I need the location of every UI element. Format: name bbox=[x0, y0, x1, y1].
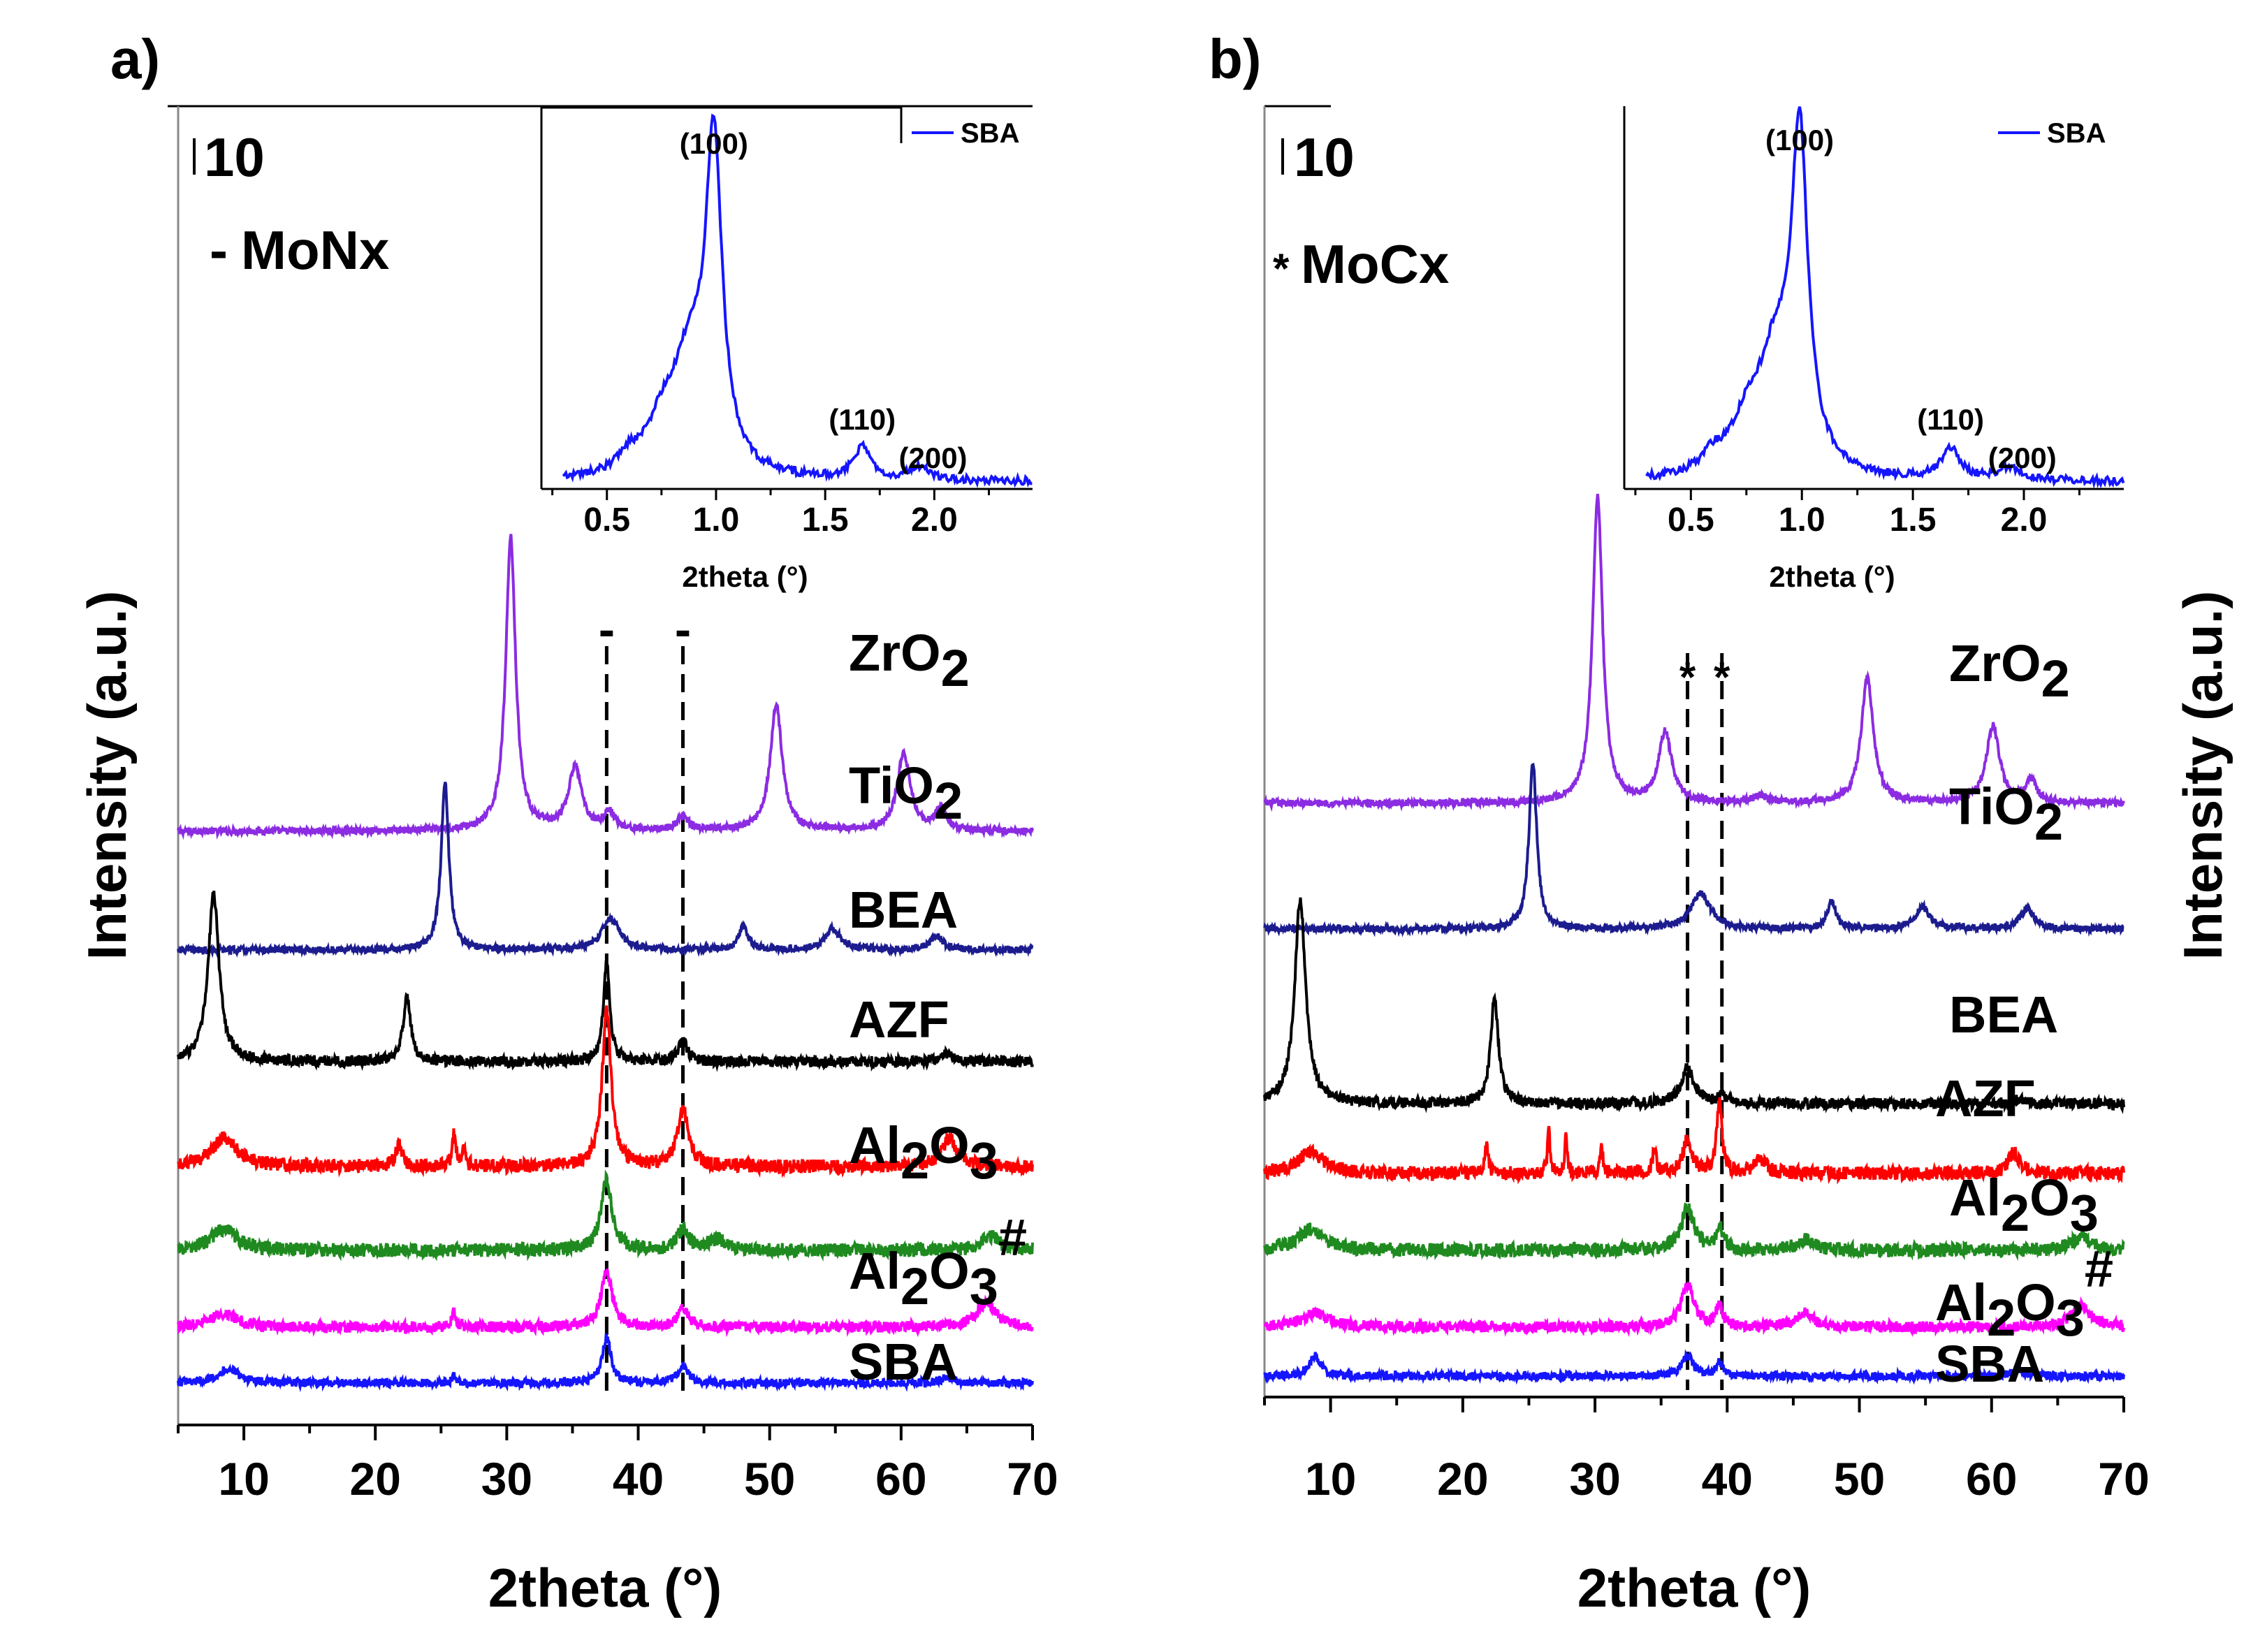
x-tick-label: 50 bbox=[1834, 1453, 1885, 1505]
reference-marker: * bbox=[1714, 654, 1730, 701]
panel-b: b) 10 20 30 40 50 60 70 2theta (°) Intensity (… bbox=[1209, 28, 2233, 1618]
panel-b-inset: SBA 0.5 1.0 1.5 2.0 2theta (°) (100) (110)(200) bbox=[1623, 106, 2125, 593]
inset-peak-annotation: (200) bbox=[1988, 441, 2057, 474]
panel-b-reference-lines: * * bbox=[1679, 653, 1730, 1390]
series-line-sba bbox=[1263, 1349, 2125, 1385]
x-tick-label: 50 bbox=[744, 1453, 795, 1505]
panel-a-inset: SBA 0.5 1.0 1.5 2.0 2theta (°) (100) (110)(200) bbox=[540, 106, 1033, 593]
x-tick-label: 40 bbox=[613, 1453, 664, 1505]
reference-marker: - bbox=[599, 602, 615, 657]
series-label-tio2: TiO2 bbox=[849, 756, 963, 830]
series-line-bea bbox=[1263, 897, 2125, 1114]
reference-marker: * bbox=[1679, 654, 1696, 701]
series-line-tio2 bbox=[1263, 763, 2124, 937]
series-label-al2o3-hash: Al2O3# bbox=[849, 1208, 1027, 1315]
series-label-al2o3: Al2O3 bbox=[1949, 1169, 2099, 1242]
inset-series-line-sba bbox=[562, 113, 1033, 488]
inset-series-line-sba bbox=[1645, 106, 2125, 489]
inset-x-tick-label: 1.0 bbox=[693, 502, 740, 539]
reference-marker: - bbox=[675, 602, 691, 657]
series-label-azf: AZF bbox=[849, 991, 949, 1048]
panel-a-scale-label: 10 bbox=[204, 126, 265, 188]
series-line-bea bbox=[177, 891, 1034, 1072]
panel-a-reference-lines: -- bbox=[599, 602, 691, 1397]
panel-a-legend-text: MoNx bbox=[241, 219, 389, 281]
inset-peak-annotation: (100) bbox=[680, 127, 748, 160]
panel-a: a) 10 20 30 40 50 60 70 2theta (°) Intensity (… bbox=[76, 28, 1058, 1618]
x-tick-label: 20 bbox=[1437, 1453, 1488, 1505]
inset-x-tick-label: 0.5 bbox=[583, 502, 630, 539]
inset-x-tick-label: 2.0 bbox=[2001, 502, 2048, 539]
inset-x-tick-label: 2.0 bbox=[911, 502, 958, 539]
series-line-al2o3 bbox=[1263, 1202, 2125, 1262]
x-tick-label: 20 bbox=[350, 1453, 401, 1505]
panel-a-series: ZrO2 TiO2 BEA AZF Al2O3 Al2O3# SBA bbox=[177, 534, 1034, 1393]
series-line-zro2 bbox=[1263, 493, 2125, 812]
panel-b-legend-marker: * bbox=[1273, 245, 1290, 292]
series-label-azf: AZF bbox=[1935, 1069, 2036, 1127]
series-line-sba bbox=[177, 1333, 1034, 1393]
panel-a-label: a) bbox=[110, 28, 160, 90]
series-label-zro2: ZrO2 bbox=[849, 624, 970, 697]
series-label-al2o3: Al2O3 bbox=[849, 1116, 998, 1190]
inset-legend-label: SBA bbox=[2047, 118, 2106, 149]
x-tick-label: 30 bbox=[1569, 1453, 1620, 1505]
panel-b-y-axis-title: Intensity (a.u.) bbox=[2172, 591, 2233, 960]
panel-b-x-ticks: 10 20 30 40 50 60 70 bbox=[1263, 1397, 2150, 1505]
inset-x-axis-title: 2theta (°) bbox=[1769, 560, 1895, 593]
x-tick-label: 70 bbox=[2098, 1453, 2149, 1505]
inset-peak-annotation: (100) bbox=[1765, 124, 1834, 156]
series-line-al2o3-hash bbox=[1263, 1281, 2125, 1338]
series-label-al2o3-hash: Al2O3# bbox=[1935, 1240, 2113, 1347]
inset-x-axis-title: 2theta (°) bbox=[682, 560, 808, 593]
panel-b-x-axis-title: 2theta (°) bbox=[1577, 1557, 1812, 1618]
series-line-tio2 bbox=[177, 782, 1034, 958]
x-tick-label: 10 bbox=[1305, 1453, 1356, 1505]
x-tick-label: 60 bbox=[875, 1453, 926, 1505]
panel-a-legend-marker: - bbox=[210, 219, 228, 281]
x-tick-label: 40 bbox=[1702, 1453, 1753, 1505]
series-label-sba: SBA bbox=[1935, 1335, 2044, 1393]
x-tick-label: 30 bbox=[481, 1453, 532, 1505]
inset-x-tick-label: 1.5 bbox=[802, 502, 849, 539]
inset-x-tick-label: 0.5 bbox=[1668, 502, 1714, 539]
inset-peak-annotation: (110) bbox=[1917, 403, 1984, 436]
series-line-azf bbox=[177, 1005, 1034, 1178]
inset-legend-label: SBA bbox=[961, 118, 1019, 149]
series-label-bea: BEA bbox=[1949, 986, 2058, 1044]
inset-peak-annotation: (110) bbox=[829, 403, 896, 436]
series-label-bea: BEA bbox=[849, 881, 958, 939]
panel-a-x-axis-title: 2theta (°) bbox=[488, 1557, 722, 1618]
series-line-al2o3-hash bbox=[177, 1269, 1034, 1338]
series-line-zro2 bbox=[177, 534, 1034, 840]
inset-peak-annotation: (200) bbox=[898, 441, 967, 474]
series-label-tio2: TiO2 bbox=[1949, 777, 2063, 851]
x-tick-label: 70 bbox=[1007, 1453, 1058, 1505]
x-tick-label: 10 bbox=[218, 1453, 269, 1505]
inset-x-tick-label: 1.0 bbox=[1779, 502, 1825, 539]
inset-x-tick-label: 1.5 bbox=[1890, 502, 1937, 539]
panel-b-label: b) bbox=[1209, 28, 1262, 90]
panel-a-x-ticks: 10 20 30 40 50 60 70 bbox=[177, 1425, 1058, 1505]
series-line-al2o3 bbox=[177, 1169, 1034, 1262]
series-label-sba: SBA bbox=[849, 1333, 958, 1391]
series-label-zro2: ZrO2 bbox=[1949, 634, 2070, 708]
series-line-azf bbox=[1263, 1097, 2125, 1185]
panel-b-legend-text: MoCx bbox=[1301, 233, 1449, 295]
panel-b-scale-label: 10 bbox=[1294, 126, 1355, 188]
x-tick-label: 60 bbox=[1966, 1453, 2017, 1505]
panel-a-y-axis-title: Intensity (a.u.) bbox=[76, 591, 138, 960]
